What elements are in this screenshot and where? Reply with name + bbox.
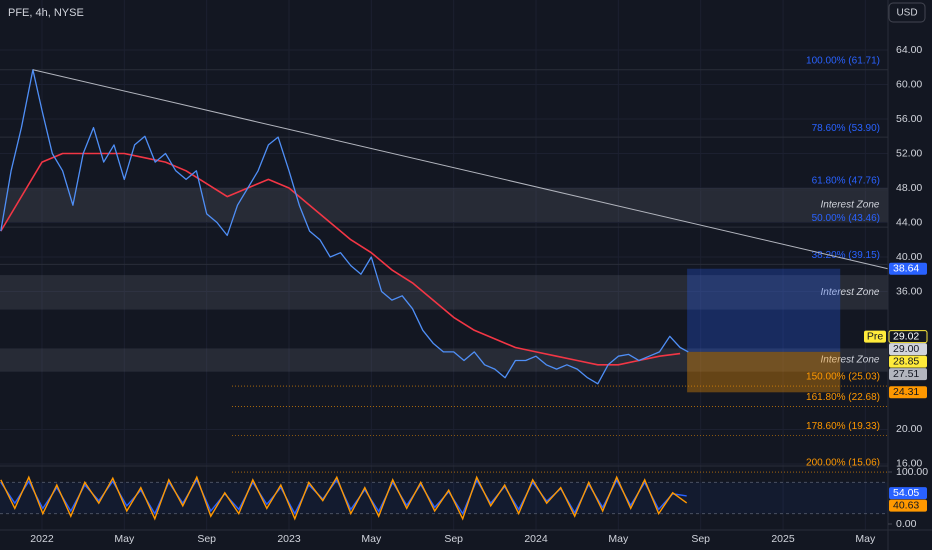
y-tick-label: 36.00	[896, 285, 922, 297]
y-tick-label: 40.00	[896, 251, 922, 263]
price-label: 29.00	[893, 343, 919, 355]
price-label: 27.51	[893, 368, 919, 380]
y-tick-label: 20.00	[896, 423, 922, 435]
osc-line	[0, 475, 688, 521]
stop-box	[687, 351, 841, 393]
price-label-bg	[889, 355, 927, 368]
x-tick-label: 2025	[771, 533, 795, 545]
fib-label: 161.80% (22.68)	[806, 392, 880, 403]
price-label-bg	[889, 262, 927, 275]
fib-label: 50.00% (43.46)	[812, 213, 880, 224]
price-label: 54.05	[893, 487, 919, 499]
y-tick-label: 52.00	[896, 147, 922, 159]
x-tick-label: Sep	[691, 533, 710, 545]
y-tick-label: 60.00	[896, 78, 922, 90]
price-label-bg	[888, 330, 928, 344]
interest-zone	[0, 275, 888, 310]
x-tick-label: May	[855, 533, 876, 545]
price-label: 38.64	[893, 263, 919, 275]
osc-tick-label: 100.00	[896, 466, 928, 478]
zone-label: Interest Zone	[821, 200, 880, 211]
price-line	[0, 69, 689, 385]
price-label: 40.63	[893, 499, 919, 511]
fib-label: 200.00% (15.06)	[806, 458, 880, 469]
x-tick-label: 2024	[524, 533, 548, 545]
price-axis: 2022 May Sep 2023 May Sep 2024 May Sep 2025 May 64.…	[30, 44, 928, 545]
grid	[0, 0, 888, 530]
interest-zone	[0, 348, 888, 372]
fib-label: 38.20% (39.15)	[812, 250, 880, 261]
y-tick-label: 64.00	[896, 44, 922, 56]
y-tick-label: 48.00	[896, 182, 922, 194]
price-label-bg	[889, 386, 927, 399]
price-label-bg	[889, 343, 927, 356]
x-tick-label: Sep	[444, 533, 463, 545]
target-box	[687, 268, 841, 352]
fib-label: 61.80% (47.76)	[812, 176, 880, 187]
x-tick-label: May	[608, 533, 629, 545]
x-tick-label: Sep	[197, 533, 216, 545]
zone-label: Interest Zone	[821, 355, 880, 366]
currency-label[interactable]: USD	[896, 8, 917, 19]
currency-button[interactable]	[888, 2, 926, 23]
x-tick-label: 2023	[277, 533, 301, 545]
y-tick-label: 44.00	[896, 216, 922, 228]
fib-label: 78.60% (53.90)	[812, 123, 880, 134]
price-tag: Pre	[867, 330, 884, 342]
price-tag-bg	[864, 330, 886, 343]
fib-label: 100.00% (61.71)	[806, 55, 880, 66]
osc-tick-label: 0.00	[896, 518, 917, 530]
price-label-bg	[889, 487, 927, 500]
zone-label: Interest Zone	[821, 287, 880, 298]
symbol-title: PFE, 4h, NYSE	[8, 7, 84, 19]
y-tick-label: 16.00	[896, 458, 922, 470]
fib-label: 178.60% (19.33)	[806, 421, 880, 432]
plot-area: Interest Zone Interest Zone Interest Zone 1…	[0, 55, 889, 521]
price-label: 29.02	[893, 330, 919, 342]
price-label-bg	[889, 499, 927, 512]
price-label: 28.85	[893, 355, 919, 367]
x-tick-label: May	[114, 533, 135, 545]
price-line	[0, 152, 681, 366]
interest-zone	[0, 188, 888, 222]
price-label-bg	[889, 368, 927, 381]
trendline	[32, 69, 889, 270]
price-label: 24.31	[893, 386, 919, 398]
fib-label: 150.00% (25.03)	[806, 372, 880, 383]
y-tick-label: 56.00	[896, 113, 922, 125]
x-tick-label: May	[361, 533, 382, 545]
x-tick-label: 2022	[30, 533, 54, 545]
